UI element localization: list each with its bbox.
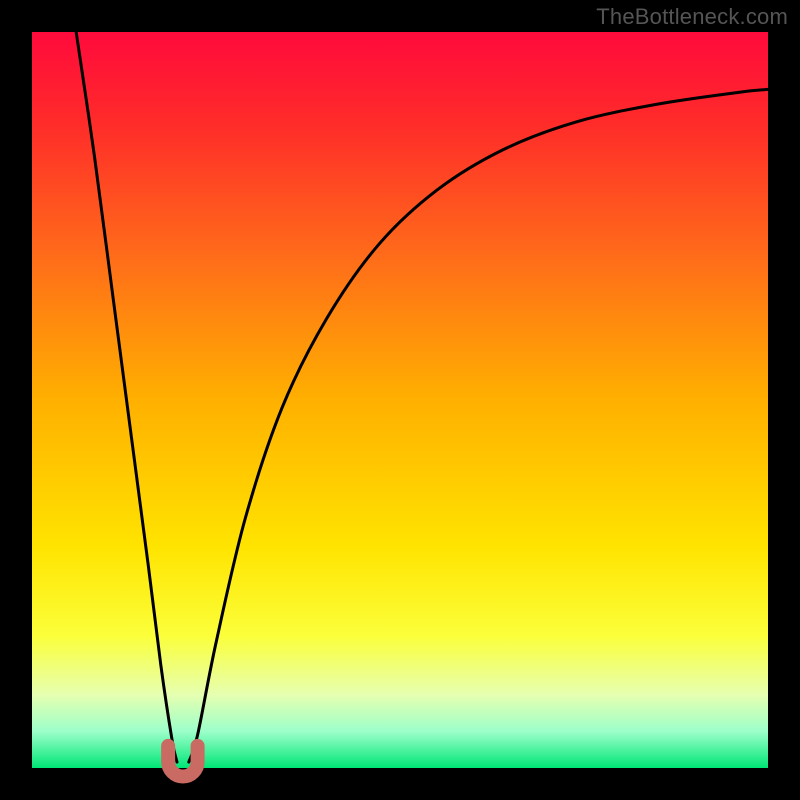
plot-area — [32, 32, 768, 768]
chart-container: TheBottleneck.com — [0, 0, 800, 800]
bottleneck-chart — [0, 0, 800, 800]
watermark-text: TheBottleneck.com — [596, 4, 788, 30]
